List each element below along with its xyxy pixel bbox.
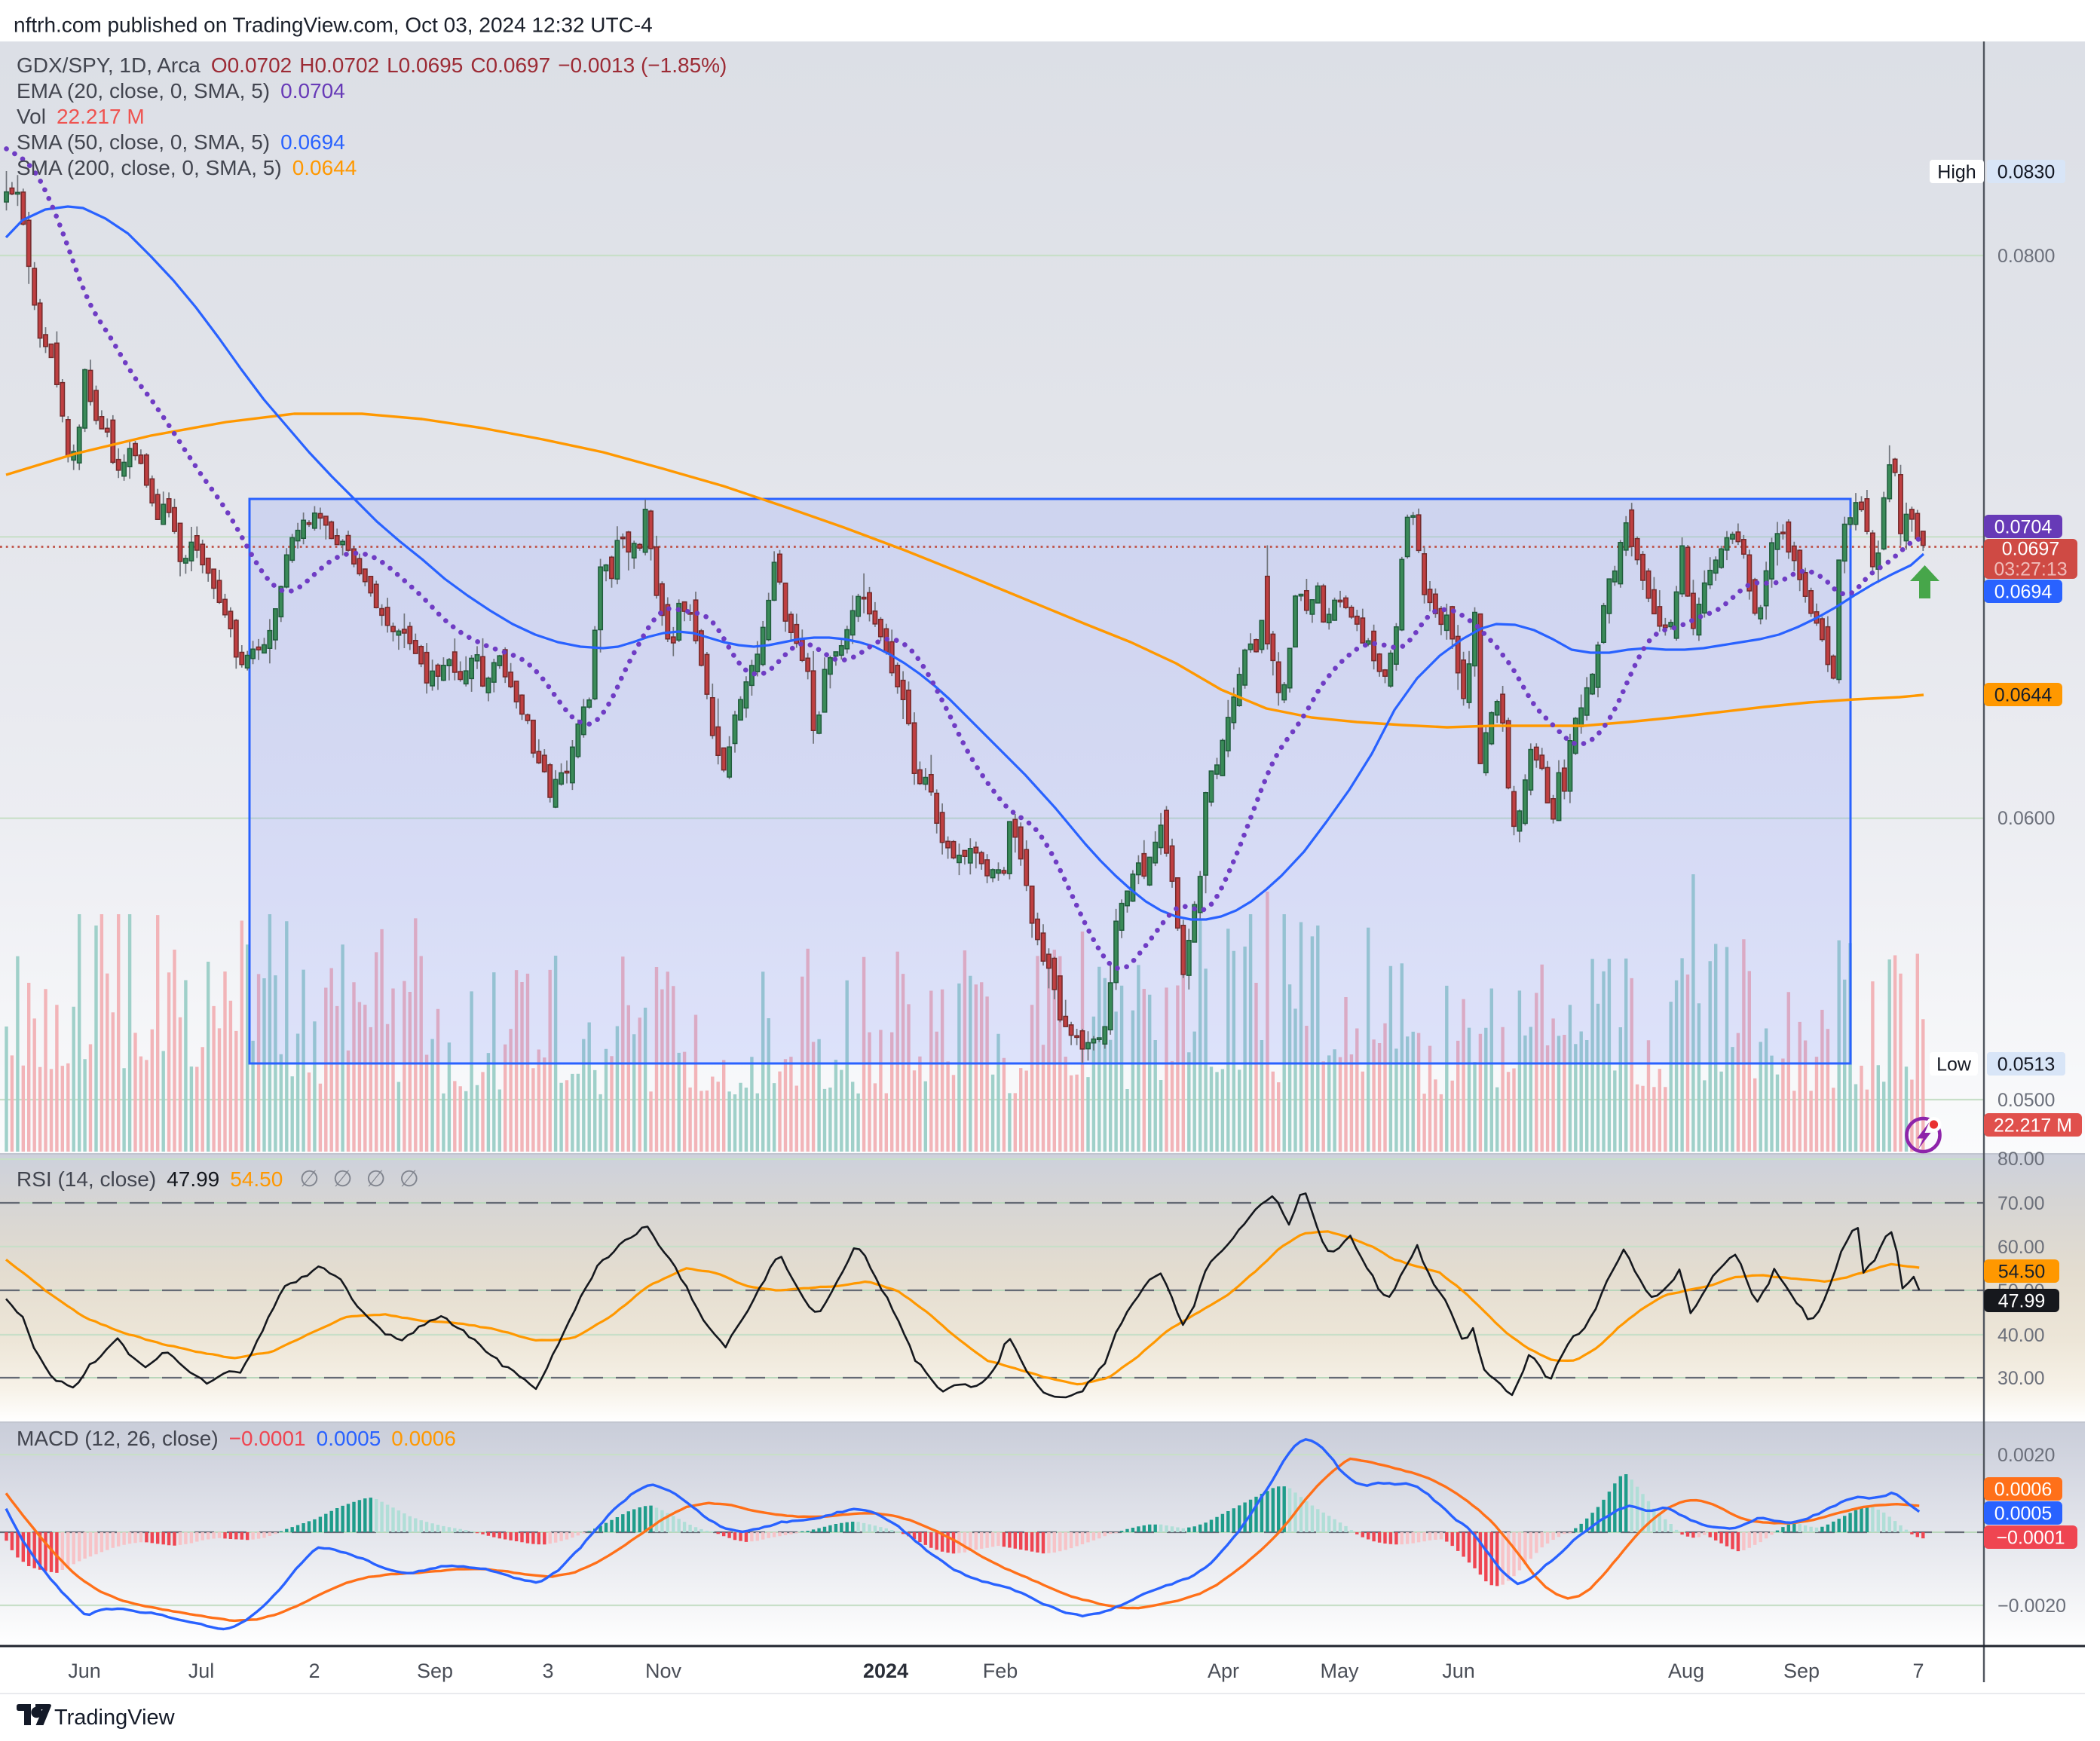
svg-text:0.0006: 0.0006: [1994, 1479, 2052, 1501]
svg-text:Jul: Jul: [188, 1660, 215, 1682]
svg-text:0.0500: 0.0500: [1997, 1090, 2055, 1111]
svg-text:0.0513: 0.0513: [1997, 1054, 2055, 1076]
svg-text:0.0694: 0.0694: [1994, 582, 2053, 603]
svg-text:Nov: Nov: [645, 1660, 682, 1682]
svg-text:3: 3: [542, 1660, 553, 1682]
svg-text:SMA (200, close, 0, SMA, 5)0.0: SMA (200, close, 0, SMA, 5) 0.0644: [17, 156, 357, 179]
svg-text:0.0020: 0.0020: [1997, 1445, 2055, 1466]
svg-text:0.0005: 0.0005: [1994, 1504, 2052, 1525]
svg-text:0.0697: 0.0697: [2002, 539, 2059, 560]
svg-text:0.0830: 0.0830: [1997, 162, 2055, 183]
svg-text:0.0800: 0.0800: [1997, 246, 2055, 267]
svg-text:nftrh.com published on Trading: nftrh.com published on TradingView.com, …: [14, 14, 653, 37]
svg-text:Jun: Jun: [68, 1660, 101, 1682]
svg-text:22.217 M: 22.217 M: [1994, 1115, 2072, 1137]
svg-text:EMA (20, close, 0, SMA, 5)0.07: EMA (20, close, 0, SMA, 5) 0.0704: [17, 79, 345, 103]
svg-text:80.00: 80.00: [1997, 1149, 2045, 1170]
svg-text:High: High: [1937, 162, 1976, 183]
svg-text:Low: Low: [1936, 1054, 1972, 1076]
svg-text:0.0600: 0.0600: [1997, 808, 2055, 829]
svg-text:0.0644: 0.0644: [1994, 685, 2053, 706]
svg-text:−0.0020: −0.0020: [1997, 1596, 2066, 1617]
svg-text:Apr: Apr: [1208, 1660, 1239, 1682]
svg-text:7: 7: [1912, 1660, 1924, 1682]
svg-text:TradingView: TradingView: [54, 1706, 176, 1730]
svg-text:Feb: Feb: [983, 1660, 1018, 1682]
svg-text:0.0704: 0.0704: [1994, 517, 2053, 538]
svg-text:SMA (50, close, 0, SMA, 5)0.06: SMA (50, close, 0, SMA, 5) 0.0694: [17, 130, 345, 154]
svg-text:2024: 2024: [863, 1660, 908, 1682]
svg-text:Jun: Jun: [1442, 1660, 1475, 1682]
svg-text:60.00: 60.00: [1997, 1237, 2045, 1258]
svg-text:47.99: 47.99: [1998, 1291, 2046, 1312]
svg-text:Sep: Sep: [1783, 1660, 1820, 1682]
svg-text:Sep: Sep: [417, 1660, 453, 1682]
svg-text:30.00: 30.00: [1997, 1368, 2045, 1389]
svg-text:May: May: [1320, 1660, 1359, 1682]
svg-text:03:27:13: 03:27:13: [1994, 559, 2067, 580]
svg-text:54.50: 54.50: [1998, 1262, 2046, 1283]
svg-text:Aug: Aug: [1668, 1660, 1704, 1682]
svg-text:40.00: 40.00: [1997, 1325, 2045, 1346]
svg-text:−0.0001: −0.0001: [1996, 1528, 2065, 1549]
svg-text:2: 2: [308, 1660, 320, 1682]
svg-text:70.00: 70.00: [1997, 1193, 2045, 1214]
